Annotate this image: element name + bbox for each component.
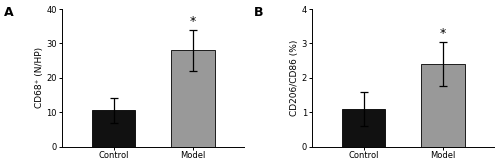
Bar — [171, 50, 214, 147]
Bar — [421, 64, 465, 147]
Text: B: B — [254, 6, 263, 19]
Bar — [92, 111, 136, 147]
Y-axis label: CD68⁺ (N/HP): CD68⁺ (N/HP) — [34, 47, 43, 108]
Y-axis label: CD206/CD86 (%): CD206/CD86 (%) — [290, 40, 299, 116]
Text: *: * — [440, 27, 446, 40]
Bar — [342, 109, 386, 147]
Text: *: * — [190, 15, 196, 28]
Text: A: A — [4, 6, 13, 19]
